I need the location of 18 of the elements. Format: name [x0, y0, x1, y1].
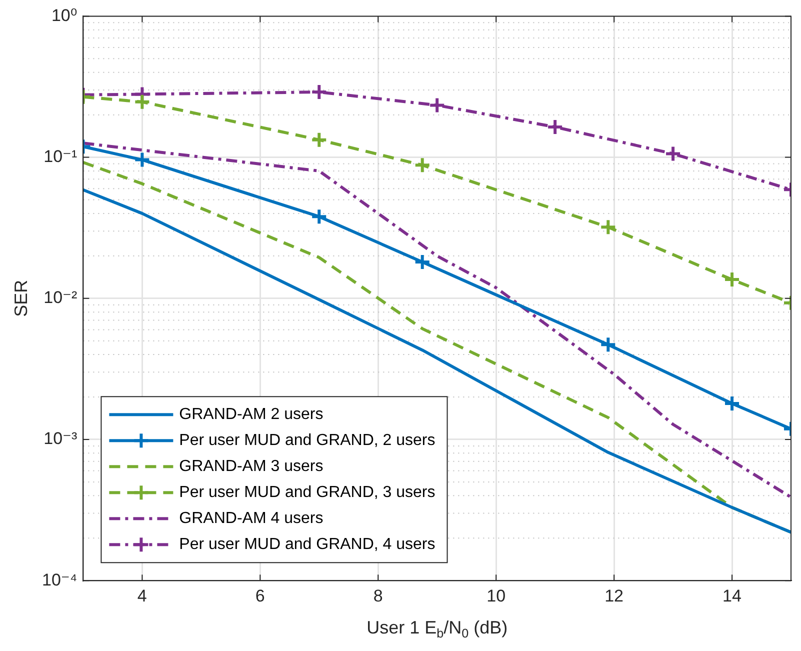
x-tick-label: 12 — [604, 586, 624, 606]
legend-label: GRAND-AM 4 users — [179, 510, 324, 528]
legend-label: GRAND-AM 2 users — [179, 406, 324, 424]
legend-label: Per user MUD and GRAND, 4 users — [179, 536, 436, 554]
y-tick-label: 10⁻² — [44, 288, 78, 308]
x-tick-label: 10 — [486, 586, 506, 606]
x-tick-label: 8 — [373, 586, 383, 606]
y-axis-title: SER — [10, 280, 31, 317]
y-tick-label: 10⁻¹ — [44, 146, 78, 166]
y-tick-label: 10⁻³ — [44, 429, 78, 448]
x-tick-label: 6 — [255, 586, 265, 606]
x-tick-label: 14 — [722, 586, 742, 606]
legend-label: GRAND-AM 3 users — [179, 458, 324, 476]
legend-label: Per user MUD and GRAND, 3 users — [179, 484, 436, 502]
y-tick-label: 10⁰ — [51, 6, 78, 25]
legend-label: Per user MUD and GRAND, 2 users — [179, 432, 436, 450]
x-tick-label: 4 — [137, 586, 147, 606]
y-tick-label: 10⁻⁴ — [42, 570, 78, 590]
